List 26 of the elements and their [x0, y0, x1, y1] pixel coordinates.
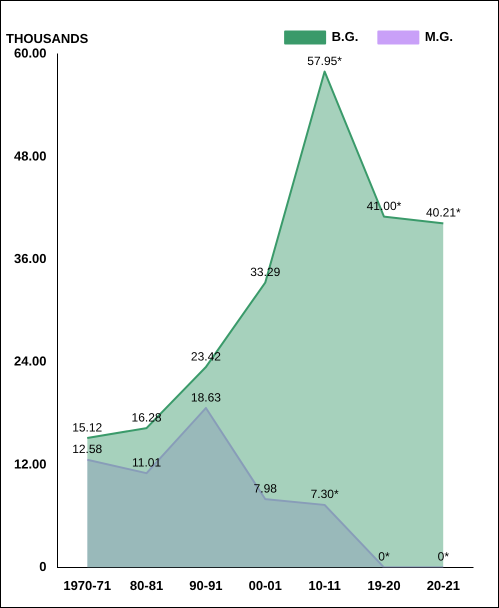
data-label: 0*	[438, 550, 450, 564]
data-label: 15.12	[72, 420, 103, 434]
x-tick-label: 19-20	[367, 578, 401, 593]
y-tick-label: 12.00	[14, 456, 47, 472]
y-tick-label: 0	[39, 558, 47, 574]
legend-label: B.G.	[332, 29, 358, 44]
x-tick-label: 1970-71	[63, 578, 112, 593]
data-label: 18.63	[190, 390, 222, 404]
y-tick-label: 60.00	[14, 46, 47, 61]
y-tick-label: 36.00	[14, 250, 47, 266]
legend-label: M.G.	[424, 29, 454, 44]
x-tick-label: 10-11	[308, 578, 341, 593]
y-axis-title: THOUSANDS	[6, 31, 88, 46]
data-label: 11.01	[132, 456, 162, 470]
x-tick-label: 20-21	[426, 578, 460, 593]
x-tick-label: 80-81	[130, 578, 164, 593]
data-label: 40.21*	[426, 206, 461, 220]
y-tick-label: 24.00	[14, 354, 47, 369]
data-label: 0*	[378, 550, 390, 564]
data-label: 12.58	[72, 442, 103, 456]
data-label: 7.98	[254, 481, 278, 496]
y-tick-label: 48.00	[14, 148, 47, 164]
x-tick-label: 00-01	[248, 578, 282, 593]
data-label: 57.95*	[307, 54, 342, 68]
data-label: 7.30*	[310, 487, 339, 502]
x-tick-label: 90-91	[189, 578, 223, 593]
